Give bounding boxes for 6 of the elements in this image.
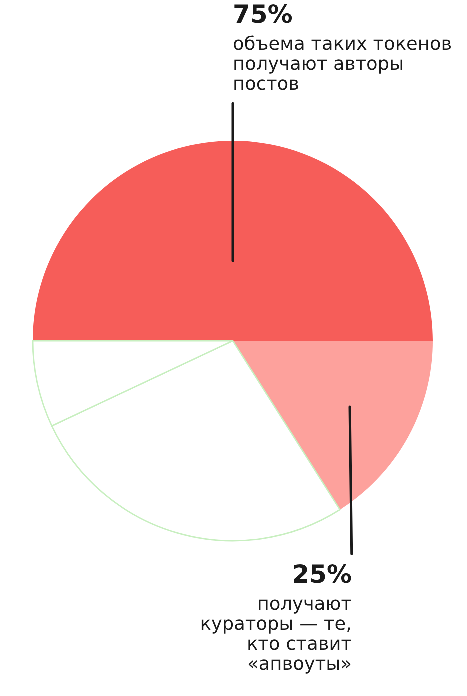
- text: получают кураторы — те, кто ставит «апвоуты»: [202, 600, 352, 674]
- text: объема таких токенов получают авторы постов: [234, 36, 452, 90]
- text: 25%: [294, 564, 352, 584]
- pie-slice: [33, 141, 433, 341]
- pie-slice: [233, 341, 433, 510]
- text: 75%: [234, 4, 292, 24]
